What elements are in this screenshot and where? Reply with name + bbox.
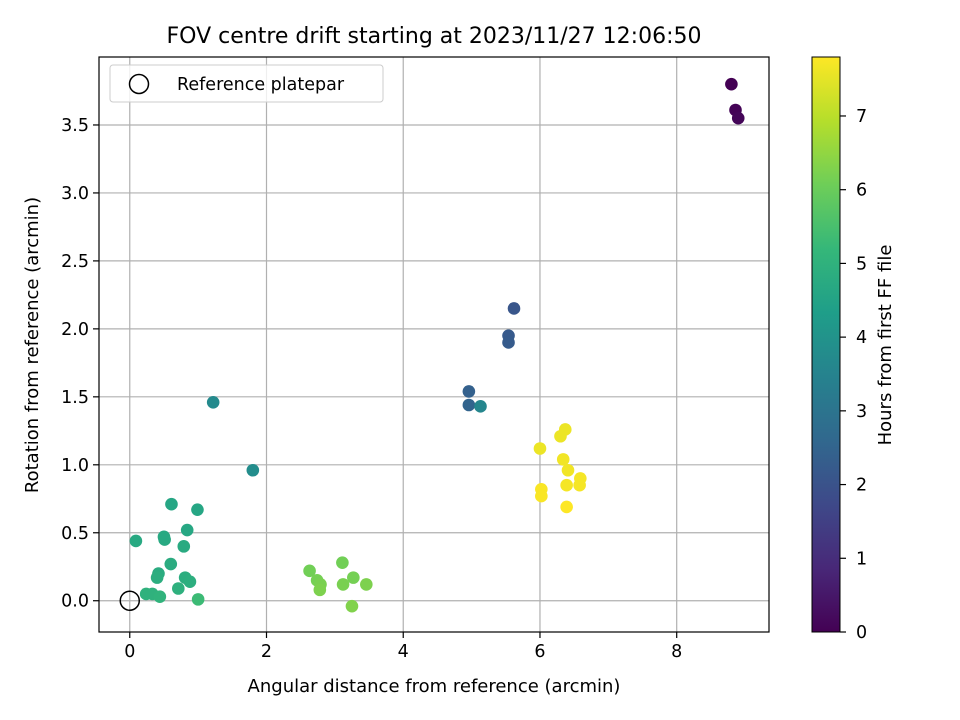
x-tick-label-3: 6: [534, 642, 545, 662]
grid-lines: [99, 57, 769, 632]
colorbar-tick-label-2: 2: [856, 476, 867, 496]
legend-marker-reference: [128, 73, 150, 95]
data-point-47: [560, 500, 573, 514]
data-point-36: [345, 599, 359, 613]
x-tick-label-0: 0: [124, 642, 135, 662]
data-point-26: [153, 590, 167, 603]
y-tick-label-5: 2.5: [61, 252, 89, 272]
chart-title: FOV centre drift starting at 2023/11/27 …: [167, 24, 702, 49]
data-point-44: [573, 478, 586, 492]
data-point-22: [183, 575, 197, 589]
data-point-13: [180, 523, 194, 537]
data-point-30: [347, 571, 360, 584]
colorbar-tick-label-1: 1: [856, 549, 867, 569]
data-point-46: [535, 489, 548, 503]
data-point-27: [191, 593, 205, 606]
data-point-6: [462, 385, 476, 398]
x-tick-label-2: 4: [398, 642, 409, 662]
scatter-points: [129, 77, 745, 613]
data-point-11: [165, 497, 178, 511]
plot-frame: [98, 56, 770, 633]
data-point-5: [502, 336, 515, 349]
data-point-28: [336, 556, 349, 569]
y-axis-label: Rotation from reference (arcmin): [22, 197, 43, 493]
data-point-9: [206, 395, 220, 409]
data-point-2: [731, 111, 745, 125]
y-tick-label-1: 0.5: [61, 524, 89, 544]
legend: Reference platepar: [109, 64, 384, 103]
colorbar-tick-label-6: 6: [856, 181, 867, 201]
colorbar-tick-label-4: 4: [856, 328, 867, 348]
data-point-34: [360, 578, 373, 591]
data-point-10: [246, 463, 260, 477]
y-tick-label-7: 3.5: [61, 116, 89, 136]
data-point-23: [172, 582, 185, 595]
plot-border: [98, 56, 770, 633]
data-point-39: [533, 442, 547, 455]
data-point-41: [561, 463, 575, 477]
data-point-38: [554, 429, 567, 443]
data-point-0: [725, 77, 738, 91]
data-point-35: [313, 583, 327, 597]
colorbar-tick-label-3: 3: [856, 402, 867, 422]
y-tick-label-0: 0.0: [61, 592, 89, 612]
data-point-8: [474, 400, 487, 413]
colorbar-tick-label-5: 5: [856, 254, 867, 274]
data-point-18: [164, 557, 178, 571]
x-tick-label-4: 8: [671, 642, 682, 662]
y-tick-label-2: 1.0: [61, 456, 89, 476]
x-axis-label: Angular distance from reference (arcmin): [248, 676, 621, 697]
colorbar-tick-label-0: 0: [856, 623, 867, 643]
legend-label-reference: Reference platepar: [177, 75, 345, 95]
data-point-16: [129, 534, 143, 548]
y-tick-label-6: 3.0: [61, 184, 89, 204]
data-point-17: [177, 540, 191, 553]
data-point-7: [462, 398, 476, 412]
colorbar-tick-label-7: 7: [856, 107, 867, 127]
data-point-3: [507, 302, 521, 315]
y-tick-label-4: 2.0: [61, 320, 89, 340]
colorbar-gradient: [811, 56, 841, 633]
y-axis-ticks: 0.0 0.5 1.0 1.5 2.0 2.5 3.0 3.5: [61, 116, 99, 612]
data-point-20: [150, 571, 164, 584]
data-point-40: [556, 453, 570, 466]
colorbar-ticks: 0 1 2 3 4 5 6 7: [840, 107, 867, 643]
data-point-12: [191, 503, 204, 516]
data-point-33: [336, 578, 350, 591]
reference-platepar-marker: [119, 590, 141, 611]
colorbar: 0 1 2 3 4 5 6 7 Hours from first FF file: [811, 56, 896, 643]
x-axis-ticks: 0 2 4 6 8: [124, 632, 682, 662]
data-point-43: [560, 478, 573, 492]
data-point-29: [303, 564, 316, 578]
data-point-15: [158, 533, 171, 546]
colorbar-label: Hours from first FF file: [875, 245, 896, 446]
legend-box: [109, 64, 384, 103]
x-tick-label-1: 2: [261, 642, 272, 662]
y-tick-label-3: 1.5: [61, 388, 89, 408]
